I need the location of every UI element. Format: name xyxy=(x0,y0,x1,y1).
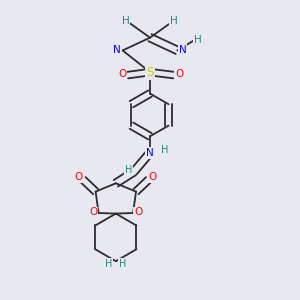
Text: O: O xyxy=(134,207,142,218)
Text: S: S xyxy=(146,66,154,79)
Text: O: O xyxy=(175,69,183,79)
Text: H: H xyxy=(194,35,201,45)
Text: O: O xyxy=(118,69,127,79)
Text: O: O xyxy=(89,207,98,218)
Text: N: N xyxy=(146,148,154,158)
Text: H: H xyxy=(122,16,130,26)
Text: O: O xyxy=(149,172,157,182)
Text: H: H xyxy=(124,165,132,175)
Text: H: H xyxy=(105,259,112,269)
Text: O: O xyxy=(74,172,83,182)
Text: H: H xyxy=(160,145,168,155)
Text: H: H xyxy=(119,259,127,269)
Text: N: N xyxy=(179,45,187,55)
Text: N: N xyxy=(113,45,121,55)
Text: H: H xyxy=(170,16,178,26)
